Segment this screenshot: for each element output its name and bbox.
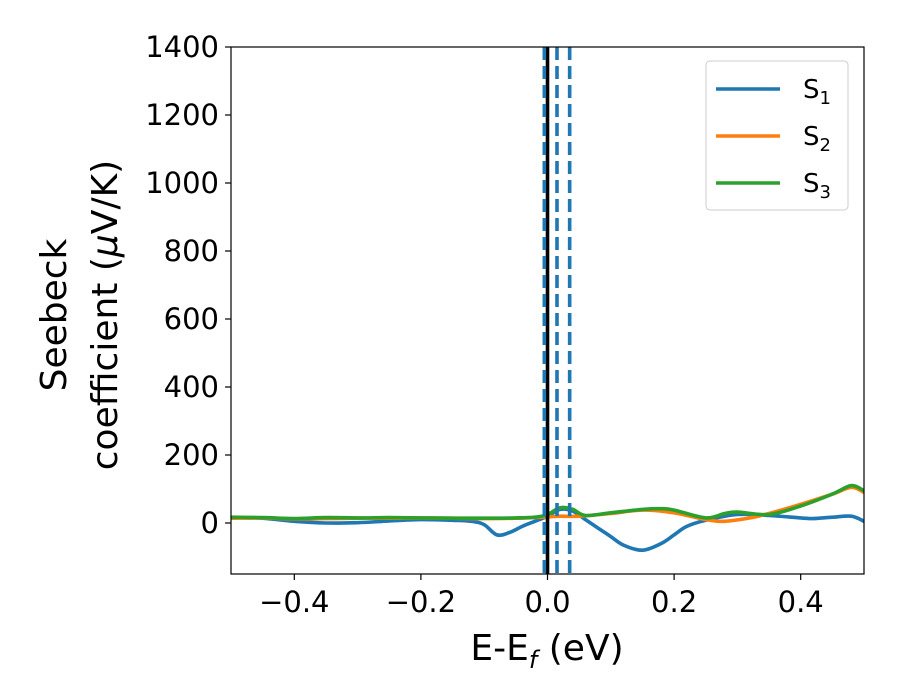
y-tick-label: 200 <box>164 438 219 472</box>
y-tick-label: 800 <box>164 234 219 268</box>
x-tick-label: 0.4 <box>778 585 824 619</box>
x-tick-label: −0.2 <box>386 585 456 619</box>
y-tick-label: 400 <box>164 370 219 404</box>
y-ticks: 0 200 400 600 800 1000 1200 1400 <box>145 30 231 540</box>
y-tick-label: 0 <box>201 506 219 540</box>
legend-label-s1: S1 <box>803 75 831 109</box>
x-ticks: −0.4 −0.2 0.0 0.2 0.4 <box>259 574 824 619</box>
series-layer <box>231 483 864 553</box>
x-axis-label: E-Ef (eV) <box>470 628 623 674</box>
legend-label-s2: S2 <box>803 122 831 156</box>
y-axis-label: Seebeck coefficient (μV/K) <box>34 160 126 470</box>
x-tick-label: −0.4 <box>259 585 329 619</box>
y-tick-label: 600 <box>164 302 219 336</box>
legend-label-s3: S3 <box>803 169 831 203</box>
legend: S1 S2 S3 <box>705 60 849 211</box>
series-line-s3 <box>231 483 864 521</box>
y-tick-label: 1400 <box>145 30 219 64</box>
x-tick-label: 0.2 <box>651 585 697 619</box>
x-tick-label: 0.0 <box>524 585 570 619</box>
y-axis-label-line1: Seebeck <box>34 238 75 391</box>
y-tick-label: 1200 <box>145 98 219 132</box>
vline-layer <box>542 47 572 574</box>
y-tick-label: 1000 <box>145 166 219 200</box>
y-axis-label-line2: coefficient (μV/K) <box>85 160 126 470</box>
